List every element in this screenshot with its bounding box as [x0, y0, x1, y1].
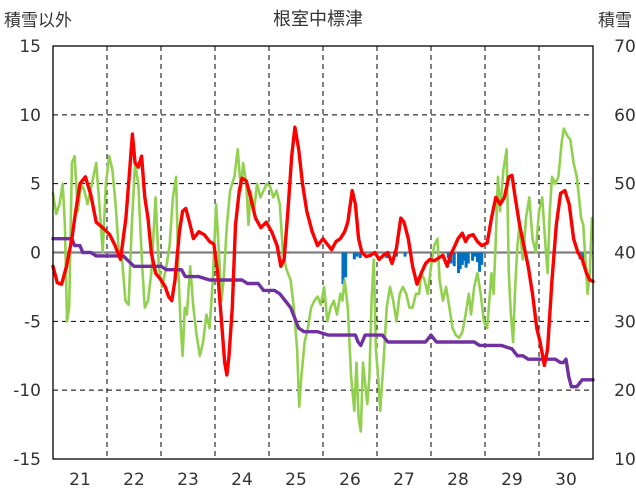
x-ticks: 21 22 23 24 25 26 27 28 29 30 [69, 470, 577, 490]
left-tick-label: 10 [19, 106, 41, 126]
x-tick-label: 25 [285, 470, 307, 490]
right-tick-label: 50 [614, 175, 636, 195]
left-tick-label: 0 [30, 244, 41, 264]
x-tick-label: 30 [555, 470, 577, 490]
left-tick-label: -5 [24, 312, 41, 332]
blue-bar [403, 252, 407, 257]
right-tick-label: 30 [614, 312, 636, 332]
blue-bar [341, 252, 345, 285]
blue-bar [473, 252, 477, 257]
blue-bar [471, 252, 475, 261]
blue-bar [464, 252, 468, 268]
left-tick-label: -10 [13, 381, 41, 401]
blue-bar [475, 252, 479, 263]
x-tick-label: 26 [339, 470, 361, 490]
right-tick-label: 10 [614, 450, 636, 470]
right-tick-label: 40 [614, 244, 636, 264]
blue-bar [452, 252, 456, 267]
x-tick-label: 28 [447, 470, 469, 490]
left-axis-label: 積雪以外 [4, 11, 72, 31]
x-tick-label: 24 [231, 470, 253, 490]
green-series-line [51, 127, 594, 433]
x-tick-label: 27 [393, 470, 415, 490]
left-tick-label: 5 [30, 175, 41, 195]
blue-bar [446, 252, 450, 259]
blue-bar [478, 252, 482, 272]
blue-bar [460, 252, 464, 265]
x-tick-label: 21 [69, 470, 91, 490]
red-series-line [51, 125, 595, 377]
plot-border [52, 45, 594, 460]
plot-frame [52, 45, 594, 460]
right-ticks: 70 60 50 40 30 20 10 [614, 37, 636, 470]
purple-series-line [51, 237, 595, 389]
blue-bar [352, 252, 356, 260]
blue-bar [457, 252, 461, 274]
blue-bar [344, 252, 348, 278]
x-tick-label: 29 [501, 470, 523, 490]
right-axis-label: 積雪 [598, 11, 632, 31]
blue-bar [462, 252, 466, 261]
blue-bar [458, 252, 462, 270]
left-ticks: 15 10 5 0 -5 -10 -15 [13, 37, 41, 470]
grid [53, 46, 594, 459]
blue-bar [358, 252, 362, 259]
blue-bar [466, 252, 470, 264]
series-lines [51, 125, 595, 433]
right-tick-label: 60 [614, 106, 636, 126]
blue-bar [394, 252, 398, 257]
chart-title: 根室中標津 [273, 9, 363, 30]
blue-bars [341, 252, 585, 285]
left-tick-label: 15 [19, 37, 41, 57]
x-tick-label: 22 [123, 470, 145, 490]
right-tick-label: 20 [614, 381, 636, 401]
blue-bar [355, 252, 359, 257]
blue-bar [385, 252, 389, 259]
x-tick-label: 23 [177, 470, 199, 490]
left-tick-label: -15 [13, 450, 41, 470]
blue-bar [480, 252, 484, 265]
right-tick-label: 70 [614, 37, 636, 57]
